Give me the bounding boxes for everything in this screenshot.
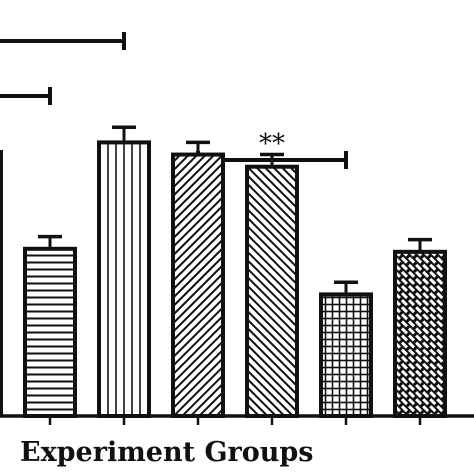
bar: [245, 164, 299, 418]
bar: [319, 292, 373, 418]
bar: [171, 152, 225, 418]
significance-brackets: ***: [0, 32, 348, 169]
bar: [23, 246, 77, 418]
bar: [393, 249, 447, 418]
x-axis-label: Experiment Groups: [20, 437, 314, 468]
bars: [23, 125, 447, 418]
bar: [97, 140, 151, 418]
